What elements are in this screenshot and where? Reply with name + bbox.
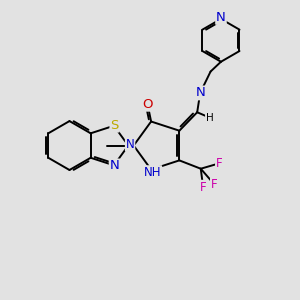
Text: N: N	[216, 11, 226, 24]
Text: N: N	[126, 138, 134, 151]
Text: N: N	[110, 159, 119, 172]
Text: H: H	[206, 112, 214, 123]
Text: N: N	[195, 86, 205, 99]
Text: F: F	[200, 181, 206, 194]
Text: S: S	[110, 119, 119, 132]
Text: F: F	[211, 178, 217, 191]
Text: F: F	[216, 157, 223, 170]
Text: NH: NH	[144, 166, 161, 179]
Text: O: O	[142, 98, 153, 111]
